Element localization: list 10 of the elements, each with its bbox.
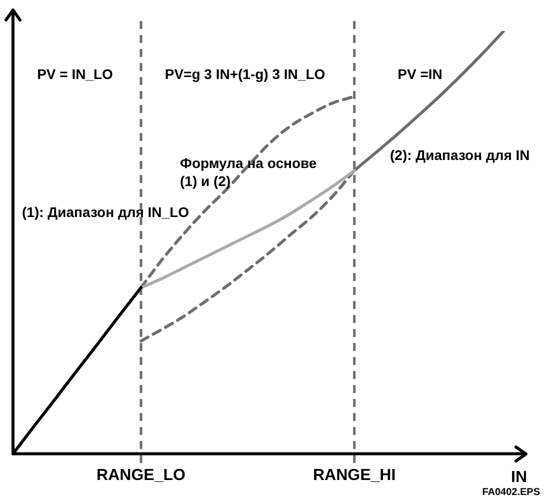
annotation: (2): Диапазон для IN	[390, 147, 530, 163]
x-tick-label: RANGE_HI	[312, 466, 396, 484]
x-tick-label: RANGE_LO	[96, 466, 186, 484]
annotation: Формула на основе (1) и (2)	[180, 155, 317, 189]
annotation: (1): Диапазон для IN_LO	[22, 204, 190, 220]
x-axis-title: IN	[511, 468, 527, 486]
annotation: PV=g 3 IN+(1-g) 3 IN_LO	[164, 66, 326, 82]
annotation: PV = IN_LO	[37, 66, 114, 82]
text: FA0402.EPS	[482, 487, 540, 498]
annotation: PV =IN	[398, 66, 442, 82]
